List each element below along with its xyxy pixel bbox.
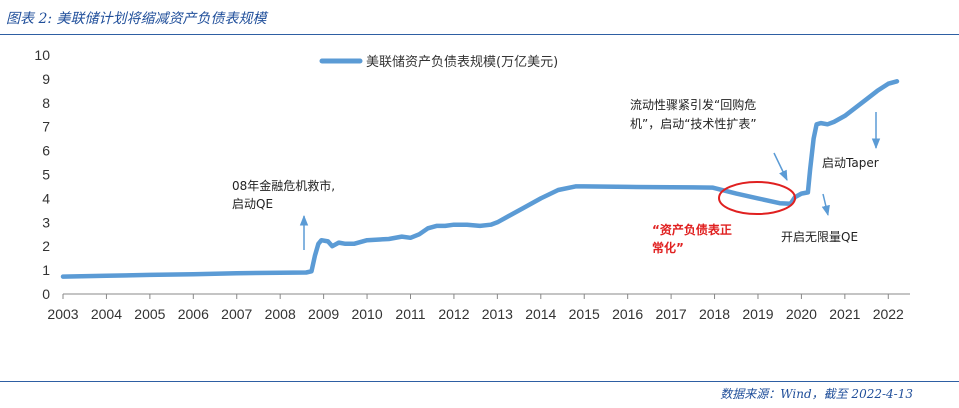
x-tick-label: 2007 xyxy=(221,306,252,322)
y-tick-label: 10 xyxy=(34,47,50,63)
legend-label: 美联储资产负债表规模(万亿美元) xyxy=(366,55,558,70)
y-tick-label: 1 xyxy=(42,262,50,278)
x-tick-label: 2004 xyxy=(91,306,122,322)
y-tick-label: 0 xyxy=(42,286,50,302)
data-source-note: 数据来源：Wind，截至 2022-4-13 xyxy=(720,387,913,401)
x-tick-label: 2014 xyxy=(525,306,556,322)
y-tick-label: 8 xyxy=(42,95,50,111)
annotation-repo-crisis: 流动性骤紧引发“回购危 机”，启动“技术性扩表” xyxy=(630,97,757,131)
footer-divider xyxy=(0,381,959,382)
x-tick-label: 2011 xyxy=(395,306,425,322)
series-line-balance-sheet xyxy=(60,79,900,279)
annotation-qe-2008-line2: 启动QE xyxy=(232,197,273,211)
x-tick-label: 2013 xyxy=(482,306,513,322)
x-tick-label: 2005 xyxy=(134,306,165,322)
x-tick-label: 2016 xyxy=(612,306,643,322)
y-tick-label: 4 xyxy=(42,190,50,206)
x-tick-label: 2015 xyxy=(569,306,600,322)
annotation-repo-crisis-line2: 机”，启动“技术性扩表” xyxy=(630,117,757,131)
legend: 美联储资产负债表规模(万亿美元) xyxy=(319,55,558,70)
x-axis-ticks: 2003 2004 2005 2006 2007 2008 2009 2010 2011 2012… xyxy=(47,294,904,322)
annotation-normalization-line1: “资产负债表正 xyxy=(652,222,732,237)
annotation-taper: 启动Taper xyxy=(822,156,879,170)
x-tick-label: 2018 xyxy=(699,306,730,322)
x-tick-label: 2022 xyxy=(873,306,904,322)
x-tick-label: 2019 xyxy=(742,306,773,322)
y-tick-label: 6 xyxy=(42,143,50,159)
x-tick-label: 2017 xyxy=(656,306,687,322)
x-tick-label: 2006 xyxy=(178,306,209,322)
x-tick-label: 2009 xyxy=(308,306,339,322)
x-tick-label: 2021 xyxy=(829,306,860,322)
figure-title: 图表 2: 美联储计划将缩减资产负债表规模 xyxy=(6,11,267,27)
annotation-repo-crisis-line1: 流动性骤紧引发“回购危 xyxy=(630,97,756,112)
x-tick-label: 2010 xyxy=(351,306,382,322)
y-tick-label: 7 xyxy=(42,119,50,135)
x-tick-label: 2003 xyxy=(47,306,78,322)
annotation-normalization: “资产负债表正 常化” xyxy=(652,222,732,255)
title-divider xyxy=(0,34,959,35)
x-tick-label: 2008 xyxy=(265,306,296,322)
arrow-repo-crisis xyxy=(773,152,788,181)
y-tick-label: 2 xyxy=(42,238,50,254)
annotation-qe-2008-line1: 08年金融危机救市, xyxy=(232,178,335,193)
x-tick-label: 2020 xyxy=(786,306,817,322)
y-axis-ticks: 0 1 2 3 4 5 6 7 8 9 10 xyxy=(34,47,50,302)
arrow-unlimited-qe xyxy=(821,193,830,217)
x-tick-label: 2012 xyxy=(438,306,469,322)
y-tick-label: 3 xyxy=(42,214,50,230)
y-tick-label: 9 xyxy=(42,71,50,87)
annotation-unlimited-qe: 开启无限量QE xyxy=(781,230,858,244)
y-tick-label: 5 xyxy=(42,167,50,183)
annotation-normalization-line2: 常化” xyxy=(652,240,684,255)
annotation-qe-2008: 08年金融危机救市, 启动QE xyxy=(232,178,335,211)
normalization-highlight-ellipse xyxy=(718,181,796,215)
